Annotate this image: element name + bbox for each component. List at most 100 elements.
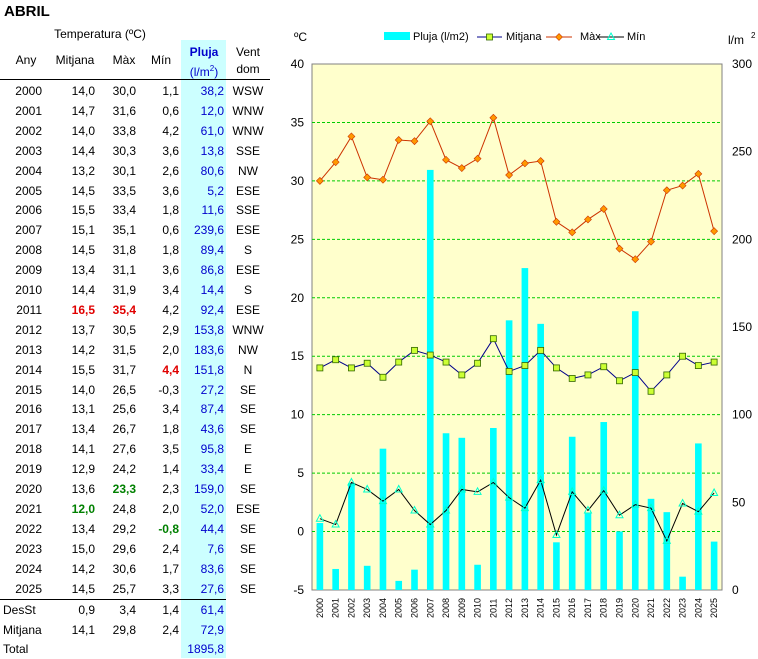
max-marker [442, 155, 450, 164]
rain-bar [600, 422, 608, 590]
row-max: 23,3 [112, 482, 136, 496]
row-mitjana: 13,6 [71, 482, 95, 496]
x-tick-label: 2024 [693, 598, 703, 618]
row-mitjana: 15,5 [71, 203, 95, 218]
rain-bar [553, 542, 560, 590]
row-pluja: 11,6 [201, 203, 224, 218]
col-header-any: Any [15, 53, 37, 67]
legend-label-min: Mín [627, 31, 645, 43]
mitjana-marker [694, 362, 702, 369]
rain-bar [505, 320, 513, 590]
row-any: 2005 [15, 183, 42, 198]
row-min: 2,6 [162, 163, 179, 178]
rain-bar [521, 268, 529, 590]
row-any: 2010 [15, 283, 42, 297]
x-tick-label: 2017 [583, 598, 593, 618]
row-mitjana: 14,0 [71, 382, 95, 397]
mitjana-marker [411, 346, 418, 354]
row-max: 25,6 [112, 402, 136, 417]
right-tick-label: 200 [732, 232, 752, 246]
row-mitjana: 13,2 [71, 163, 95, 178]
row-mitjana: 14,5 [71, 243, 95, 258]
summary-label: Mitjana [3, 623, 42, 637]
min-marker [347, 477, 356, 486]
row-vent: NW [238, 163, 258, 178]
row-min: 2,9 [162, 322, 179, 337]
x-tick-label: 2023 [678, 598, 688, 618]
min-marker [694, 506, 703, 515]
row-pluja: 44,4 [200, 521, 224, 536]
x-tick-label: 2025 [709, 598, 719, 618]
max-marker [552, 217, 561, 226]
mitjana-marker [332, 356, 340, 364]
max-marker [394, 136, 403, 144]
row-any: 2008 [15, 243, 42, 258]
mitjana-marker [616, 377, 623, 385]
row-mitjana: 14,5 [71, 581, 95, 596]
row-max: 31,8 [112, 243, 136, 258]
row-mitjana: 14,0 [71, 123, 95, 138]
rain-bar [363, 565, 371, 590]
rain-bar [616, 531, 623, 590]
row-max: 35,4 [112, 302, 136, 317]
row-pluja: 38,2 [200, 84, 224, 98]
x-tick-label: 2020 [630, 598, 640, 618]
legend-label-mitjana: Mitjana [506, 31, 542, 43]
min-marker [599, 485, 609, 494]
row-mitjana: 14,4 [71, 283, 95, 297]
col-header-max: Màx [112, 53, 136, 67]
max-marker [520, 159, 529, 168]
row-mitjana: 16,5 [71, 302, 95, 317]
row-any: 2019 [15, 462, 42, 477]
summary-label: DesSt [3, 603, 36, 617]
rain-bar [647, 498, 655, 590]
row-any: 2021 [15, 501, 42, 516]
summary-max: 29,8 [112, 623, 136, 637]
legend-marker-mitjana [486, 33, 493, 41]
min-marker [410, 505, 419, 514]
summary-divider [0, 599, 226, 600]
row-any: 2003 [15, 143, 42, 158]
row-vent: ESE [235, 302, 260, 317]
row-any: 2014 [15, 362, 42, 377]
mitjana-marker [521, 362, 529, 369]
row-mitjana: 15,1 [71, 223, 95, 238]
row-mitjana: 13,4 [71, 422, 95, 437]
row-min: 3,6 [162, 263, 179, 278]
rain-bar [695, 443, 702, 590]
row-vent: SE [239, 382, 256, 397]
mitjana-marker [474, 359, 481, 367]
x-tick-label: 2013 [520, 598, 530, 618]
row-any: 2000 [15, 84, 42, 98]
min-marker [504, 492, 514, 501]
max-marker [599, 205, 608, 213]
min-marker [331, 519, 340, 528]
row-min: 2,0 [162, 501, 179, 516]
row-vent: WSW [232, 84, 264, 98]
right-axis-label: l/m [728, 33, 744, 47]
max-marker [694, 169, 703, 178]
row-min: 3,4 [162, 283, 179, 297]
max-marker [457, 164, 466, 172]
summary-mitjana: 0,9 [78, 603, 95, 617]
legend-marker-min [606, 31, 616, 40]
summary-mitjana: 14,1 [71, 623, 95, 637]
row-pluja: 14,4 [200, 283, 224, 297]
col-header-pluja: Pluja [189, 45, 219, 59]
row-vent: SE [239, 581, 256, 596]
page-title: ABRIL [4, 3, 50, 20]
rain-bar [442, 433, 450, 590]
row-min: 2,4 [162, 541, 179, 556]
rain-bar [379, 448, 387, 590]
summary-pluja: 72,9 [200, 623, 224, 637]
row-vent: SE [239, 521, 256, 536]
min-marker [630, 499, 640, 508]
row-any: 2016 [15, 402, 42, 417]
plot-area [311, 63, 723, 591]
row-min: -0,8 [158, 521, 179, 536]
x-tick-label: 2012 [504, 598, 514, 618]
row-vent: SE [239, 541, 256, 556]
row-min: 2,0 [162, 342, 179, 357]
mitjana-marker [442, 358, 450, 366]
row-max: 33,4 [112, 203, 136, 218]
